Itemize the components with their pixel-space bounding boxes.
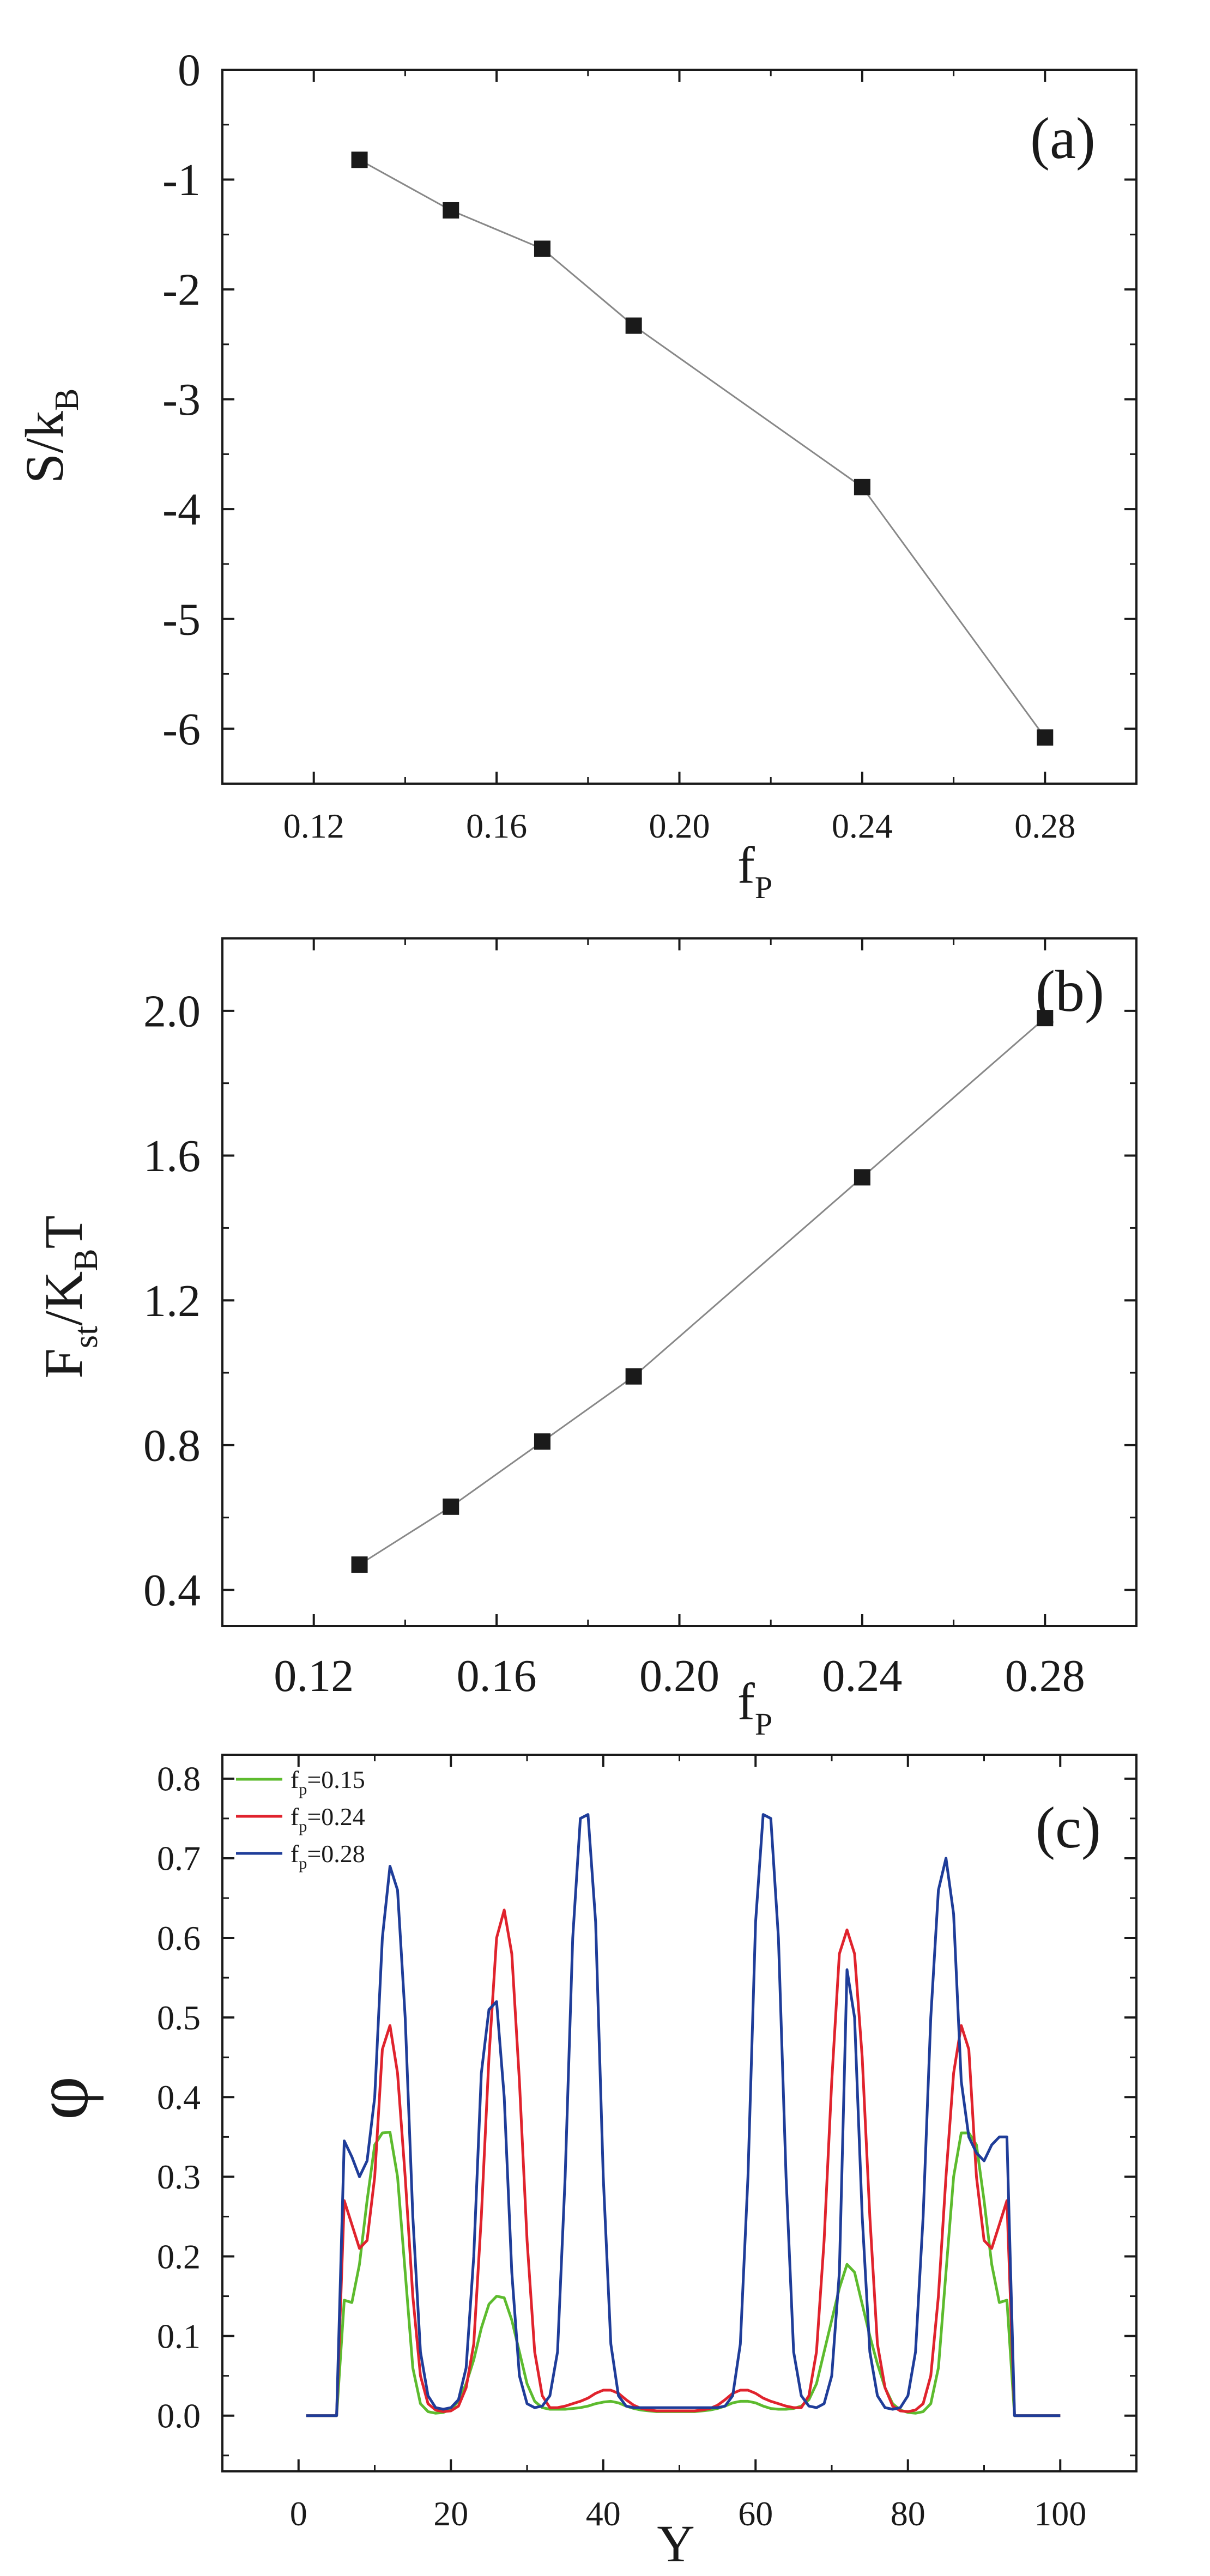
data-point bbox=[443, 1498, 459, 1515]
data-point bbox=[534, 1433, 550, 1450]
y-tick-label: 0.4 bbox=[143, 1565, 201, 1616]
y-tick-label: 0 bbox=[178, 45, 201, 96]
panel-a: 0.12 0.16 0.20 0.24 0.28 0 -1 -2 -3 -4 -5 -6 fP S/kB (… bbox=[14, 45, 1138, 905]
x-tick-label: 0.12 bbox=[283, 807, 344, 845]
y-tick-label: 0.7 bbox=[157, 1839, 201, 1878]
data-point bbox=[443, 202, 459, 219]
x-axis-label-main: Y bbox=[657, 2514, 694, 2573]
x-axis-label-main: f bbox=[737, 1672, 755, 1731]
x-tick-label: 0.28 bbox=[1005, 1651, 1085, 1701]
x-tick-label: 20 bbox=[433, 2494, 468, 2533]
y-tick-label: 0.3 bbox=[157, 2157, 201, 2196]
x-tick-label: 0.24 bbox=[832, 807, 893, 845]
x-tick-label: 0.12 bbox=[274, 1651, 354, 1701]
legend-entry-rest: =0.28 bbox=[307, 1840, 365, 1868]
y-tick-label: 0.6 bbox=[157, 1919, 201, 1957]
y-tick-label: 0.5 bbox=[157, 1998, 201, 2037]
x-tick-label: 0.24 bbox=[822, 1651, 902, 1701]
y-axis-label: S/kB bbox=[14, 389, 86, 484]
legend-entry: fp=0.24 bbox=[291, 1803, 365, 1835]
legend-entry-sub: p bbox=[299, 1817, 307, 1835]
y-tick-label: -2 bbox=[162, 265, 201, 316]
y-tick-label: -6 bbox=[162, 704, 201, 755]
x-axis-label-sub: P bbox=[755, 870, 772, 905]
panel-label: (a) bbox=[1030, 106, 1096, 171]
data-point bbox=[351, 1556, 368, 1573]
y-axis-label-main: S/k bbox=[14, 411, 75, 483]
y-tick-label: 1.6 bbox=[143, 1131, 201, 1181]
y-tick-label: -4 bbox=[162, 484, 201, 535]
panel-c: 0 20 40 60 80 100 0.0 0.1 0.2 0.3 0.4 0.5 0.6 0.7 0.8 Y… bbox=[20, 1754, 1138, 2573]
x-axis-label-sub: P bbox=[755, 1706, 772, 1742]
data-point bbox=[351, 151, 368, 168]
series-line-fp=0.28 bbox=[306, 1813, 1061, 2417]
plot-frame bbox=[221, 69, 1138, 785]
legend-entry-main: f bbox=[291, 1840, 299, 1868]
legend-entry-main: f bbox=[291, 1803, 299, 1831]
x-axis-label: Y bbox=[657, 2514, 694, 2573]
y-axis-label-main: φ bbox=[20, 2076, 104, 2120]
x-tick-label: 60 bbox=[738, 2494, 773, 2533]
data-point bbox=[534, 240, 550, 257]
legend-entry-sub: p bbox=[299, 1854, 307, 1872]
x-tick-label: 40 bbox=[586, 2494, 621, 2533]
y-tick-label: 0.0 bbox=[157, 2396, 201, 2435]
data-point bbox=[625, 317, 642, 334]
data-line bbox=[359, 159, 1046, 738]
series-group bbox=[306, 1813, 1061, 2417]
x-tick-label: 0.20 bbox=[649, 807, 710, 845]
legend-entry: fp=0.28 bbox=[291, 1840, 365, 1872]
x-tick-label: 0.16 bbox=[466, 807, 527, 845]
x-axis-label-main: f bbox=[737, 836, 755, 894]
y-tick-label: 2.0 bbox=[143, 986, 201, 1037]
y-axis-label-main: F bbox=[33, 1348, 94, 1379]
y-axis-label: Fst/KBT bbox=[33, 1215, 105, 1378]
x-tick-label: 0.16 bbox=[457, 1651, 537, 1701]
y-tick-label: 0.8 bbox=[157, 1760, 201, 1798]
panel-label: (c) bbox=[1036, 1796, 1101, 1860]
x-tick-label: 0.28 bbox=[1014, 807, 1075, 845]
y-tick-label: -1 bbox=[162, 155, 201, 205]
x-tick-label: 0.20 bbox=[639, 1651, 719, 1701]
data-point bbox=[625, 1368, 642, 1385]
y-axis-label: φ bbox=[20, 2076, 104, 2120]
series-line-fp=0.24 bbox=[306, 1908, 1061, 2417]
legend-entry-rest: =0.24 bbox=[307, 1803, 365, 1831]
y-axis-label-sub: st bbox=[68, 1326, 105, 1348]
data-point bbox=[1037, 1010, 1054, 1027]
data-point bbox=[1037, 729, 1054, 746]
y-tick-label: 0.8 bbox=[143, 1420, 201, 1471]
plot-frame bbox=[221, 937, 1138, 1627]
y-tick-label: -3 bbox=[162, 374, 201, 425]
y-tick-label: 0.1 bbox=[157, 2317, 201, 2355]
legend-entry: fp=0.15 bbox=[291, 1766, 365, 1798]
x-axis-label: fP bbox=[737, 1672, 772, 1742]
data-point bbox=[854, 1169, 870, 1186]
panel-b: 0.12 0.16 0.20 0.24 0.28 0.4 0.8 1.2 1.6 2.0 fP Fst… bbox=[33, 937, 1138, 1742]
x-axis-label: fP bbox=[737, 836, 772, 905]
legend-entry-sub: p bbox=[299, 1780, 307, 1798]
y-axis-label-mid: /K bbox=[33, 1271, 94, 1326]
x-tick-label: 80 bbox=[891, 2494, 925, 2533]
legend-entry-main: f bbox=[291, 1766, 299, 1793]
legend-entry-rest: =0.15 bbox=[307, 1766, 365, 1793]
data-line bbox=[359, 1017, 1046, 1566]
y-axis-label-end: T bbox=[33, 1215, 94, 1248]
y-tick-label: 1.2 bbox=[143, 1276, 201, 1326]
x-tick-label: 100 bbox=[1034, 2494, 1086, 2533]
y-tick-label: -5 bbox=[162, 594, 201, 645]
data-point bbox=[854, 478, 870, 495]
y-axis-label-sub2: B bbox=[68, 1248, 105, 1271]
y-axis-label-sub: B bbox=[49, 389, 86, 411]
y-tick-label: 0.2 bbox=[157, 2237, 201, 2276]
y-tick-label: 0.4 bbox=[157, 2078, 201, 2117]
x-tick-label: 0 bbox=[290, 2494, 307, 2533]
